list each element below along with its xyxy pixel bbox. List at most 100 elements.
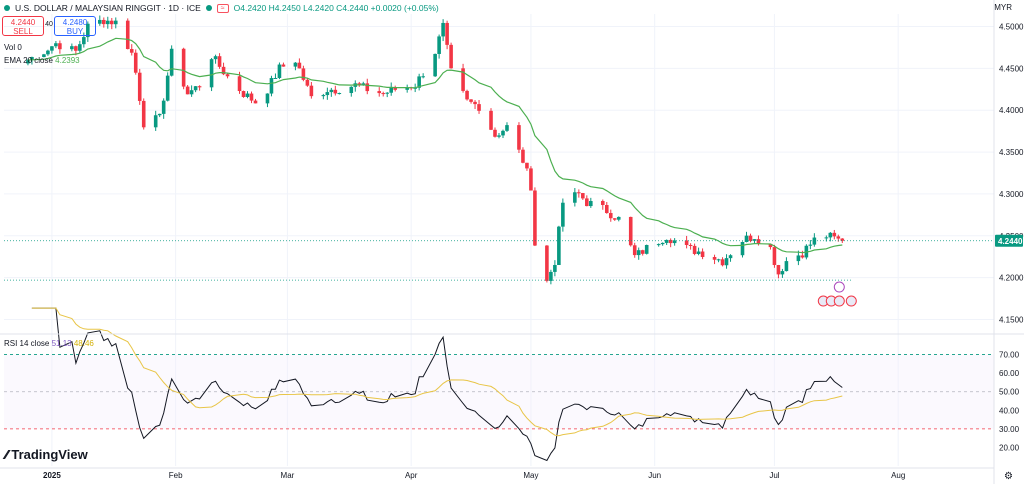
candle[interactable] xyxy=(30,57,34,61)
candle[interactable] xyxy=(253,100,258,104)
candle[interactable] xyxy=(329,89,334,93)
candle[interactable] xyxy=(58,43,62,50)
candle[interactable] xyxy=(521,149,525,163)
candle[interactable] xyxy=(628,216,633,246)
candle[interactable] xyxy=(724,258,729,266)
candle[interactable] xyxy=(828,232,833,238)
candle[interactable] xyxy=(133,52,138,73)
candle[interactable] xyxy=(768,243,773,248)
candle[interactable] xyxy=(656,244,661,246)
candle[interactable] xyxy=(776,265,781,275)
candle[interactable] xyxy=(305,79,310,86)
currency-label[interactable]: MYR xyxy=(994,3,1012,12)
candle[interactable] xyxy=(153,115,158,128)
candle[interactable] xyxy=(692,245,697,254)
event-lightning-icon[interactable] xyxy=(833,281,845,293)
candle[interactable] xyxy=(357,83,362,86)
candle[interactable] xyxy=(189,90,194,95)
candle[interactable] xyxy=(489,110,493,130)
candle[interactable] xyxy=(664,239,669,243)
settings-gear-icon[interactable]: ⚙ xyxy=(1004,471,1013,482)
candle[interactable] xyxy=(337,93,342,95)
candle[interactable] xyxy=(561,202,565,227)
candle[interactable] xyxy=(493,129,497,137)
candle[interactable] xyxy=(237,76,242,92)
candle[interactable] xyxy=(832,232,837,237)
candle[interactable] xyxy=(720,259,725,266)
candle[interactable] xyxy=(70,46,74,50)
candle[interactable] xyxy=(772,247,777,266)
candle[interactable] xyxy=(477,104,481,111)
candle[interactable] xyxy=(321,95,326,97)
candle[interactable] xyxy=(433,53,437,77)
candle[interactable] xyxy=(672,240,677,244)
candle[interactable] xyxy=(377,91,382,94)
candle[interactable] xyxy=(756,239,761,244)
candle[interactable] xyxy=(748,235,753,241)
data-badge[interactable]: ≈ xyxy=(216,3,229,13)
candle[interactable] xyxy=(78,44,82,51)
candle[interactable] xyxy=(517,125,521,150)
candle[interactable] xyxy=(141,100,146,128)
candle[interactable] xyxy=(581,193,585,199)
candle[interactable] xyxy=(309,85,314,97)
candle[interactable] xyxy=(225,74,230,77)
symbol-title[interactable]: U.S. DOLLAR / MALAYSIAN RINGGIT · 1D · I… xyxy=(15,3,201,13)
candle[interactable] xyxy=(636,250,641,256)
candle[interactable] xyxy=(50,46,54,51)
candle[interactable] xyxy=(505,125,509,131)
candle[interactable] xyxy=(808,244,813,246)
event-flag-icon[interactable] xyxy=(845,295,857,307)
candle[interactable] xyxy=(688,244,693,246)
candle[interactable] xyxy=(193,86,198,91)
candle[interactable] xyxy=(385,92,390,94)
candle[interactable] xyxy=(297,62,302,69)
candle[interactable] xyxy=(696,251,701,254)
candle[interactable] xyxy=(157,113,162,116)
candle[interactable] xyxy=(26,60,30,64)
candle[interactable] xyxy=(557,226,561,265)
candle[interactable] xyxy=(46,50,50,55)
candle[interactable] xyxy=(129,49,134,53)
candle[interactable] xyxy=(249,93,254,101)
candle[interactable] xyxy=(86,23,90,38)
candle[interactable] xyxy=(98,19,102,24)
candle[interactable] xyxy=(381,93,386,95)
sell-button[interactable]: 4.2440 SELL xyxy=(2,16,44,36)
candle[interactable] xyxy=(389,87,394,93)
candle[interactable] xyxy=(728,255,733,259)
candle[interactable] xyxy=(800,255,805,258)
candle[interactable] xyxy=(365,83,370,92)
candle[interactable] xyxy=(165,75,170,101)
candle[interactable] xyxy=(585,198,589,207)
candle[interactable] xyxy=(281,64,286,67)
tradingview-logo[interactable]: ⁄⁄ TradingView xyxy=(5,447,88,462)
candle[interactable] xyxy=(553,264,557,272)
candle[interactable] xyxy=(473,101,477,105)
candle[interactable] xyxy=(796,255,801,262)
candle[interactable] xyxy=(441,22,445,37)
candle[interactable] xyxy=(42,54,46,58)
candle[interactable] xyxy=(241,91,246,97)
candle[interactable] xyxy=(668,239,673,244)
candle[interactable] xyxy=(437,36,441,54)
ema-legend[interactable]: EMA 20 close 4.2393 xyxy=(4,56,80,65)
candle[interactable] xyxy=(293,62,298,67)
rsi-legend[interactable]: RSI 14 close 51.13 48.46 xyxy=(4,339,94,348)
candle[interactable] xyxy=(525,162,529,169)
candle[interactable] xyxy=(125,20,130,50)
candle[interactable] xyxy=(716,259,721,261)
candle[interactable] xyxy=(217,56,222,67)
candle[interactable] xyxy=(333,89,338,94)
candle[interactable] xyxy=(185,86,190,95)
candle[interactable] xyxy=(529,168,533,191)
candle[interactable] xyxy=(417,76,421,88)
candle[interactable] xyxy=(589,201,593,207)
candle[interactable] xyxy=(549,271,553,281)
candle[interactable] xyxy=(265,93,270,104)
candle[interactable] xyxy=(209,59,214,88)
candle[interactable] xyxy=(245,93,250,97)
candle[interactable] xyxy=(421,76,425,78)
event-flag-icon[interactable] xyxy=(833,295,845,307)
